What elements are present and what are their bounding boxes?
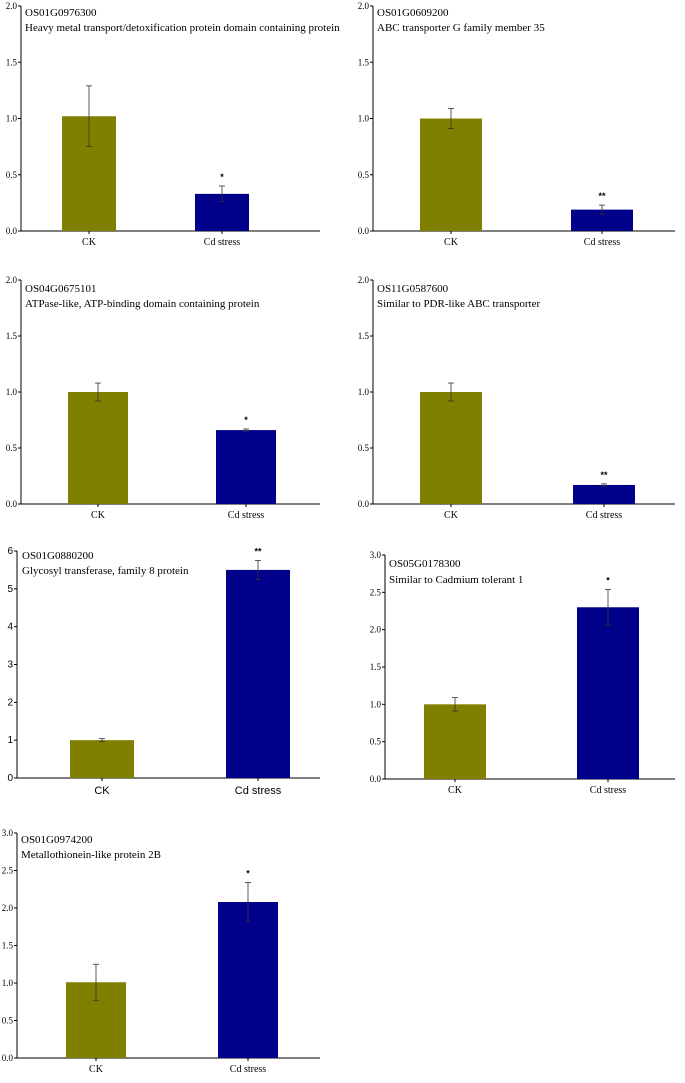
gene-description: Similar to PDR-like ABC transporter bbox=[377, 298, 540, 310]
bar-ck bbox=[420, 118, 482, 231]
bar-ck bbox=[68, 392, 128, 504]
y-tick-label: 2.0 bbox=[358, 275, 370, 285]
category-label: Cd stress bbox=[584, 237, 621, 248]
chart-panel-os01g0976300: 0.0 0.5 1.0 1.5 2.0 CK * Cd stress OS01G0976300 H… bbox=[6, 1, 340, 248]
y-tick-label: 1 bbox=[7, 735, 13, 746]
category-label: CK bbox=[89, 1064, 104, 1075]
category-label: CK bbox=[82, 237, 97, 248]
bar-cd-stress bbox=[573, 484, 635, 504]
y-tick-label: 0.5 bbox=[358, 443, 370, 453]
y-tick-label: 0.5 bbox=[370, 737, 382, 747]
gene-id-title: OS01G0976300 bbox=[25, 7, 97, 19]
y-tick-label: 0.5 bbox=[6, 170, 18, 180]
gene-id-title: OS01G0880200 bbox=[22, 550, 94, 562]
bar-ck bbox=[424, 704, 486, 779]
y-tick-label: 0.5 bbox=[2, 1016, 14, 1026]
y-tick-label: 0.0 bbox=[358, 226, 370, 236]
y-tick-label: 1.5 bbox=[358, 331, 370, 341]
y-tick-label: 4 bbox=[7, 622, 13, 633]
gene-id-title: OS11G0587600 bbox=[377, 283, 449, 295]
significance-label: ** bbox=[600, 470, 608, 480]
bar-ck bbox=[420, 392, 482, 504]
y-tick-label: 1.0 bbox=[358, 114, 370, 124]
y-tick-label: 6 bbox=[7, 546, 13, 557]
category-label: Cd stress bbox=[235, 785, 282, 797]
y-tick-label: 0.5 bbox=[6, 443, 18, 453]
gene-id-title: OS01G0609200 bbox=[377, 7, 449, 19]
y-tick-label: 1.0 bbox=[370, 699, 382, 709]
significance-label: ** bbox=[598, 191, 606, 201]
category-label: Cd stress bbox=[230, 1064, 267, 1075]
significance-label: ** bbox=[254, 546, 262, 556]
gene-id-title: OS04G0675101 bbox=[25, 283, 97, 295]
significance-label: * bbox=[220, 172, 224, 182]
gene-description: ABC transporter G family member 35 bbox=[377, 22, 545, 34]
chart-panel-os04g0675101: 0.0 0.5 1.0 1.5 2.0 CK * Cd stress OS04G0675101 A… bbox=[6, 275, 320, 521]
category-label: Cd stress bbox=[590, 785, 627, 796]
y-tick-label: 0.0 bbox=[2, 1053, 14, 1063]
bar-cd-stress bbox=[577, 607, 639, 779]
y-tick-label: 1.0 bbox=[6, 387, 18, 397]
y-tick-label: 1.5 bbox=[6, 331, 18, 341]
significance-label: * bbox=[244, 415, 248, 425]
y-tick-label: 1.5 bbox=[358, 57, 370, 67]
significance-label: * bbox=[606, 575, 610, 585]
y-tick-label: 3 bbox=[7, 660, 13, 671]
significance-label: * bbox=[246, 869, 250, 879]
category-label: CK bbox=[444, 237, 459, 248]
gene-id-title: OS01G0974200 bbox=[21, 834, 93, 846]
gene-id-title: OS05G0178300 bbox=[389, 558, 461, 570]
gene-description: Similar to Cadmium tolerant 1 bbox=[389, 574, 523, 586]
y-tick-label: 3.0 bbox=[2, 828, 14, 838]
y-tick-label: 2.0 bbox=[6, 275, 18, 285]
bar-ck bbox=[70, 740, 134, 778]
y-tick-label: 3.0 bbox=[370, 550, 382, 560]
category-label: Cd stress bbox=[204, 237, 241, 248]
y-tick-label: 0.5 bbox=[358, 170, 370, 180]
chart-panel-os11g0587600: 0.0 0.5 1.0 1.5 2.0 CK ** Cd stress OS11G0587600… bbox=[358, 275, 675, 521]
y-tick-label: 2.5 bbox=[2, 866, 14, 876]
chart-panel-os01g0609200: 0.0 0.5 1.0 1.5 2.0 CK ** Cd stress OS01G0609200… bbox=[358, 1, 675, 248]
y-tick-label: 1.5 bbox=[2, 941, 14, 951]
y-tick-label: 0.0 bbox=[358, 499, 370, 509]
gene-description: Metallothionein-like protein 2B bbox=[21, 849, 161, 861]
y-tick-label: 5 bbox=[7, 584, 13, 595]
category-label: Cd stress bbox=[228, 510, 265, 521]
y-tick-label: 2.0 bbox=[2, 903, 14, 913]
y-tick-label: 2.0 bbox=[370, 625, 382, 635]
bar-cd-stress bbox=[226, 569, 290, 778]
gene-description: Glycosyl transferase, family 8 protein bbox=[22, 565, 189, 577]
chart-panel-os01g0880200: 0 1 2 3 4 5 6 CK ** Cd stress OS01G0880200 Glycosyl… bbox=[7, 546, 320, 797]
y-tick-label: 2.0 bbox=[6, 1, 18, 11]
y-tick-label: 1.0 bbox=[358, 387, 370, 397]
gene-description: Heavy metal transport/detoxification pro… bbox=[25, 22, 340, 34]
category-label: Cd stress bbox=[586, 510, 623, 521]
y-tick-label: 1.0 bbox=[2, 978, 14, 988]
category-label: CK bbox=[444, 510, 459, 521]
y-tick-label: 0 bbox=[7, 773, 13, 784]
y-tick-label: 1.5 bbox=[370, 662, 382, 672]
gene-description: ATPase-like, ATP-binding domain containi… bbox=[25, 298, 260, 310]
y-tick-label: 2.0 bbox=[358, 1, 370, 11]
category-label: CK bbox=[91, 510, 106, 521]
category-label: CK bbox=[94, 785, 110, 797]
bar-cd-stress bbox=[571, 209, 633, 231]
y-tick-label: 2.5 bbox=[370, 587, 382, 597]
y-tick-label: 0.0 bbox=[6, 499, 18, 509]
y-tick-label: 0.0 bbox=[370, 774, 382, 784]
bar-cd-stress bbox=[216, 430, 276, 504]
chart-panel-os05g0178300: 0.0 0.5 1.0 1.5 2.0 2.5 3.0 CK * Cd stress OS05G01… bbox=[370, 550, 675, 796]
category-label: CK bbox=[448, 785, 463, 796]
y-tick-label: 2 bbox=[7, 697, 13, 708]
y-tick-label: 0.0 bbox=[6, 226, 18, 236]
bar-cd-stress bbox=[218, 902, 278, 1058]
chart-panel-os01g0974200: 0.0 0.5 1.0 1.5 2.0 2.5 3.0 CK * Cd stress OS01G09… bbox=[2, 828, 320, 1075]
y-tick-label: 1.0 bbox=[6, 114, 18, 124]
y-tick-label: 1.5 bbox=[6, 57, 18, 67]
